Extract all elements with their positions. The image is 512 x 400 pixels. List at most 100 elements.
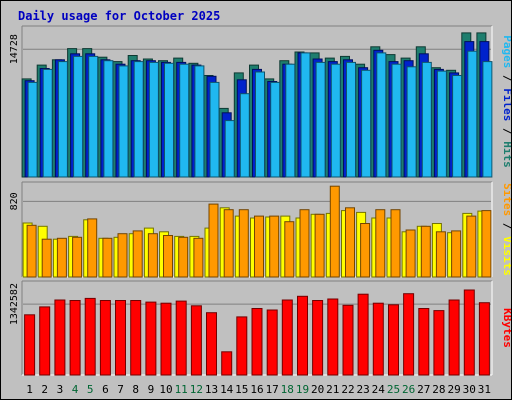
- x-tick-label-day-14: 14: [220, 383, 234, 396]
- bar-kbytes-day-3: [54, 299, 66, 376]
- bar-pages-day-13: [209, 81, 220, 178]
- bar-kbytes-day-28: [433, 310, 445, 376]
- bar-kbytes-day-30: [463, 289, 475, 376]
- bar-sites-day-18: [284, 221, 295, 278]
- bar-pages-day-29: [452, 75, 463, 178]
- bar-sites-day-11: [178, 236, 189, 278]
- chart-title: Daily usage for October 2025: [18, 9, 220, 23]
- bar-kbytes-day-19: [297, 295, 308, 376]
- x-tick-label-day-26: 26: [402, 383, 415, 396]
- bar-kbytes-day-6: [99, 300, 111, 376]
- bar-sites-day-3: [56, 237, 67, 278]
- bar-kbytes-day-22: [342, 304, 354, 376]
- bar-pages-day-9: [148, 61, 159, 178]
- bar-kbytes-day-4: [69, 300, 81, 376]
- y-axis-max-label: 14728: [9, 34, 20, 64]
- x-tick-label-day-21: 21: [326, 383, 339, 396]
- bar-sites-day-21: [329, 185, 340, 278]
- x-tick-label-day-8: 8: [132, 383, 139, 396]
- bar-pages-day-26: [406, 66, 417, 178]
- bar-sites-day-15: [238, 209, 249, 278]
- legend-part: KBytes: [501, 308, 511, 348]
- bar-pages-day-24: [376, 52, 387, 178]
- x-tick-label-day-1: 1: [26, 383, 33, 396]
- bar-sites-day-7: [117, 233, 128, 278]
- bar-sites-day-2: [41, 238, 52, 278]
- bar-pages-day-8: [133, 61, 144, 178]
- bar-pages-day-12: [194, 65, 205, 178]
- bar-sites-day-19: [299, 209, 310, 278]
- series-kbytes: [24, 289, 490, 376]
- bar-kbytes-day-16: [251, 308, 263, 376]
- x-tick-label-day-12: 12: [190, 383, 203, 396]
- bar-kbytes-day-2: [39, 306, 51, 376]
- bar-kbytes-day-7: [115, 300, 126, 376]
- bar-sites-day-22: [345, 207, 355, 278]
- legend-part: /: [501, 68, 511, 88]
- x-tick-label-day-13: 13: [205, 383, 218, 396]
- bar-sites-day-16: [254, 215, 264, 278]
- bar-kbytes-day-24: [372, 302, 384, 376]
- legend-part: Sites: [501, 183, 511, 216]
- bar-kbytes-day-14: [221, 351, 233, 376]
- bar-kbytes-day-27: [418, 308, 430, 376]
- bar-pages-day-19: [300, 52, 311, 178]
- bar-pages-day-20: [315, 61, 326, 178]
- bar-pages-day-6: [103, 60, 114, 178]
- bar-pages-day-1: [27, 81, 38, 178]
- bar-pages-day-16: [255, 71, 265, 178]
- panel-1: 14728 Pages / Files / Hits: [9, 25, 511, 178]
- bar-sites-day-10: [163, 235, 173, 278]
- y-axis-max-label: 820: [9, 192, 20, 210]
- x-tick-label-day-27: 27: [417, 383, 430, 396]
- bar-pages-day-27: [421, 61, 432, 178]
- bar-pages-day-4: [73, 55, 84, 178]
- bar-sites-day-30: [466, 215, 477, 278]
- x-tick-label-day-4: 4: [72, 383, 79, 396]
- bar-sites-day-13: [208, 203, 219, 278]
- bar-kbytes-day-25: [388, 304, 399, 376]
- x-tick-label-day-17: 17: [266, 383, 279, 396]
- legend-part: Files: [501, 88, 511, 121]
- bar-kbytes-day-20: [312, 300, 324, 376]
- x-tick-label-day-7: 7: [117, 383, 124, 396]
- bar-kbytes-day-21: [327, 298, 339, 376]
- bar-pages-day-23: [361, 69, 372, 178]
- x-tick-label-day-5: 5: [87, 383, 94, 396]
- bar-pages-day-7: [118, 65, 129, 178]
- bar-sites-day-14: [223, 209, 234, 278]
- legend-part: /: [501, 121, 511, 141]
- x-tick-label-day-25: 25: [387, 383, 400, 396]
- bar-pages-day-5: [88, 55, 99, 178]
- x-tick-label-day-2: 2: [41, 383, 48, 396]
- x-tick-label-day-19: 19: [296, 383, 309, 396]
- x-tick-label-day-29: 29: [447, 383, 460, 396]
- bar-sites-day-31: [481, 210, 492, 278]
- bar-sites-day-5: [87, 218, 98, 278]
- bar-pages-day-25: [391, 63, 402, 178]
- bar-sites-day-24: [375, 209, 386, 278]
- bar-kbytes-day-15: [236, 316, 248, 376]
- bar-pages-day-31: [482, 61, 493, 178]
- bar-sites-day-12: [193, 237, 204, 278]
- bar-pages-day-3: [57, 61, 68, 178]
- panel-3: 1342582 KBytes: [9, 280, 511, 376]
- bar-sites-day-20: [314, 213, 325, 278]
- x-tick-label-day-10: 10: [159, 383, 172, 396]
- x-tick-label-day-23: 23: [356, 383, 369, 396]
- x-tick-label-day-20: 20: [311, 383, 324, 396]
- x-tick-label-day-9: 9: [148, 383, 155, 396]
- bar-pages-day-11: [179, 63, 190, 178]
- bar-pages-day-21: [330, 63, 341, 178]
- bar-kbytes-day-8: [130, 300, 142, 376]
- bar-pages-day-14: [224, 120, 235, 178]
- x-tick-label-day-24: 24: [372, 383, 386, 396]
- bar-pages-day-30: [467, 50, 478, 178]
- bar-kbytes-day-10: [160, 302, 172, 376]
- bar-kbytes-day-13: [206, 312, 217, 376]
- bar-pages-day-15: [239, 93, 250, 178]
- panel-2: 820 Sites / Visits: [9, 181, 511, 278]
- bar-pages-day-28: [436, 70, 447, 178]
- x-tick-label-day-6: 6: [102, 383, 109, 396]
